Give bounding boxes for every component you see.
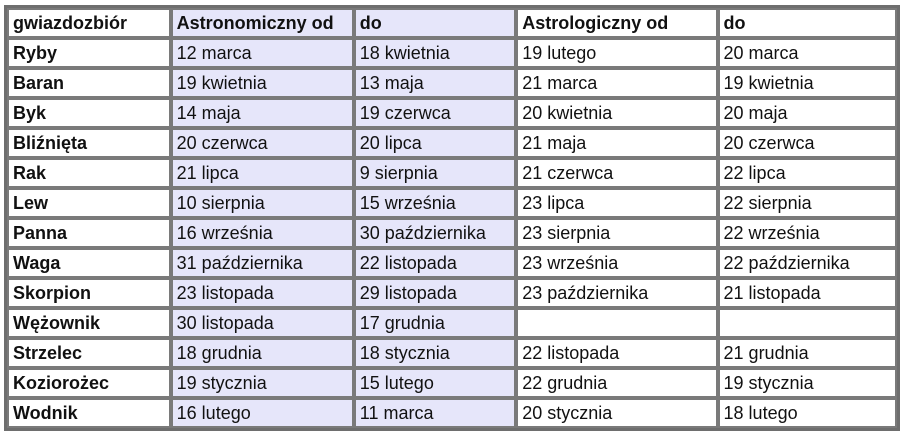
cell-constellation: Lew (7, 188, 171, 218)
cell-astrological-from: 20 stycznia (516, 398, 718, 428)
cell-astrological-from: 22 listopada (516, 338, 718, 368)
table-row: Wodnik 16 lutego 11 marca 20 stycznia 18 lut… (7, 398, 897, 428)
table-row: Byk 14 maja 19 czerwca 20 kwietnia 20 maja (7, 98, 897, 128)
cell-astronomical-to: 15 września (353, 188, 517, 218)
cell-astrological-from: 23 sierpnia (516, 218, 718, 248)
cell-astronomical-from: 21 lipca (170, 158, 354, 188)
cell-astrological-to: 22 października (717, 248, 897, 278)
cell-astronomical-to: 9 sierpnia (353, 158, 517, 188)
table-row: Lew 10 sierpnia 15 września 23 lipca 22 sier… (7, 188, 897, 218)
cell-constellation: Byk (7, 98, 171, 128)
cell-constellation: Baran (7, 68, 171, 98)
cell-astrological-to: 22 września (717, 218, 897, 248)
header-astrological-to: do (717, 8, 897, 38)
cell-astronomical-from: 20 czerwca (170, 128, 354, 158)
cell-constellation: Wodnik (7, 398, 171, 428)
cell-astrological-from: 22 grudnia (516, 368, 718, 398)
cell-constellation: Skorpion (7, 278, 171, 308)
table-row: Skorpion 23 listopada 29 listopada 23 paźdz… (7, 278, 897, 308)
table-header-row: gwiazdozbiór Astronomiczny od do Astrologic… (7, 8, 897, 38)
table-row: Ryby 12 marca 18 kwietnia 19 lutego 20 marca (7, 38, 897, 68)
table-row: Koziorożec 19 stycznia 15 lutego 22 grudnia… (7, 368, 897, 398)
cell-astronomical-to: 30 października (353, 218, 517, 248)
cell-astronomical-from: 10 sierpnia (170, 188, 354, 218)
cell-astrological-from (516, 308, 718, 338)
cell-astronomical-from: 14 maja (170, 98, 354, 128)
cell-astrological-to: 19 kwietnia (717, 68, 897, 98)
cell-astronomical-from: 19 kwietnia (170, 68, 354, 98)
header-astronomical-to: do (353, 8, 517, 38)
cell-astronomical-from: 30 listopada (170, 308, 354, 338)
cell-astrological-from: 20 kwietnia (516, 98, 718, 128)
header-astrological-from: Astrologiczny od (516, 8, 718, 38)
cell-astronomical-to: 29 listopada (353, 278, 517, 308)
cell-constellation: Panna (7, 218, 171, 248)
cell-astrological-from: 23 września (516, 248, 718, 278)
cell-constellation: Waga (7, 248, 171, 278)
cell-astronomical-to: 19 czerwca (353, 98, 517, 128)
cell-astrological-from: 21 maja (516, 128, 718, 158)
table-row: Baran 19 kwietnia 13 maja 21 marca 19 kwietn… (7, 68, 897, 98)
cell-astronomical-from: 18 grudnia (170, 338, 354, 368)
cell-astrological-from: 19 lutego (516, 38, 718, 68)
cell-astronomical-to: 17 grudnia (353, 308, 517, 338)
cell-astrological-to: 20 maja (717, 98, 897, 128)
cell-astronomical-from: 23 listopada (170, 278, 354, 308)
header-constellation: gwiazdozbiór (7, 8, 171, 38)
cell-astrological-to: 21 listopada (717, 278, 897, 308)
table-row: Panna 16 września 30 października 23 sierpn… (7, 218, 897, 248)
table-row: Strzelec 18 grudnia 18 stycznia 22 listopad… (7, 338, 897, 368)
cell-astrological-to: 18 lutego (717, 398, 897, 428)
cell-astrological-from: 23 października (516, 278, 718, 308)
cell-astrological-from: 23 lipca (516, 188, 718, 218)
cell-astrological-to: 19 stycznia (717, 368, 897, 398)
cell-astrological-to: 20 czerwca (717, 128, 897, 158)
cell-astrological-to: 22 sierpnia (717, 188, 897, 218)
table-row: Wężownik 30 listopada 17 grudnia (7, 308, 897, 338)
cell-astrological-to (717, 308, 897, 338)
cell-astronomical-to: 18 stycznia (353, 338, 517, 368)
table-row: Waga 31 października 22 listopada 23 wrześn… (7, 248, 897, 278)
zodiac-dates-table: gwiazdozbiór Astronomiczny od do Astrologic… (4, 5, 900, 431)
cell-astronomical-to: 15 lutego (353, 368, 517, 398)
header-astronomical-from: Astronomiczny od (170, 8, 354, 38)
cell-astronomical-from: 31 października (170, 248, 354, 278)
cell-astronomical-from: 16 lutego (170, 398, 354, 428)
cell-astronomical-to: 18 kwietnia (353, 38, 517, 68)
cell-astronomical-from: 12 marca (170, 38, 354, 68)
cell-constellation: Ryby (7, 38, 171, 68)
cell-astronomical-from: 19 stycznia (170, 368, 354, 398)
cell-constellation: Bliźnięta (7, 128, 171, 158)
cell-constellation: Koziorożec (7, 368, 171, 398)
cell-constellation: Rak (7, 158, 171, 188)
table-row: Rak 21 lipca 9 sierpnia 21 czerwca 22 lipca (7, 158, 897, 188)
cell-astrological-to: 21 grudnia (717, 338, 897, 368)
cell-astrological-to: 20 marca (717, 38, 897, 68)
cell-astrological-from: 21 czerwca (516, 158, 718, 188)
cell-astronomical-to: 20 lipca (353, 128, 517, 158)
cell-constellation: Strzelec (7, 338, 171, 368)
table-row: Bliźnięta 20 czerwca 20 lipca 21 maja 20 cze… (7, 128, 897, 158)
cell-astronomical-to: 11 marca (353, 398, 517, 428)
cell-astrological-from: 21 marca (516, 68, 718, 98)
cell-astronomical-from: 16 września (170, 218, 354, 248)
cell-astronomical-to: 13 maja (353, 68, 517, 98)
cell-astrological-to: 22 lipca (717, 158, 897, 188)
cell-astronomical-to: 22 listopada (353, 248, 517, 278)
cell-constellation: Wężownik (7, 308, 171, 338)
